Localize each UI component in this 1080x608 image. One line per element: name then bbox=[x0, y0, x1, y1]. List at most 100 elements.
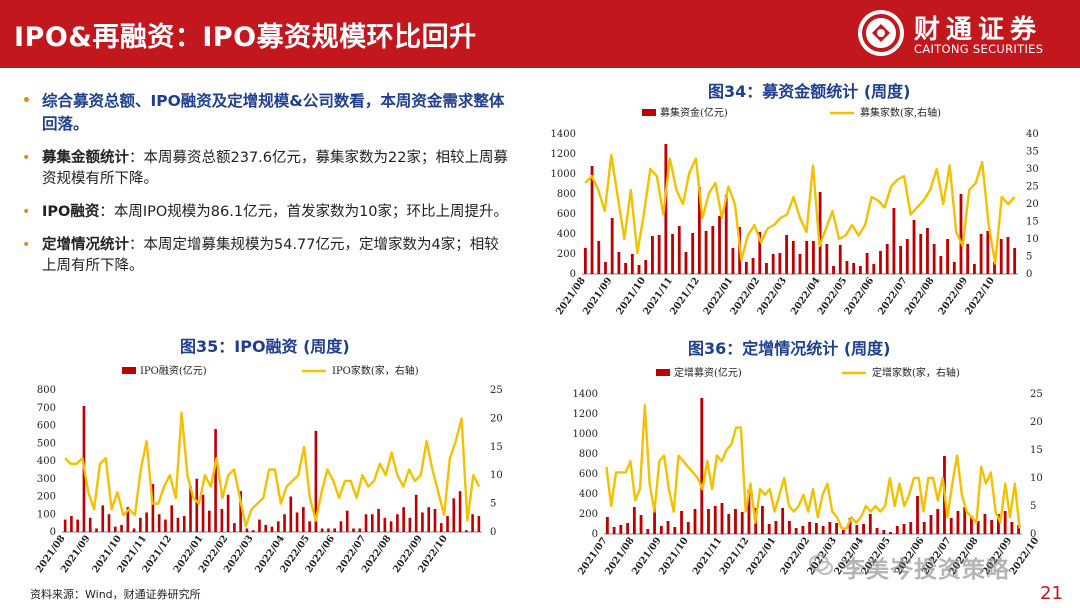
bar bbox=[835, 523, 839, 534]
chart36-private-placement: 定增募资(亿元) 定增家数(家，右轴)0200400600800100012001… bbox=[573, 366, 1043, 577]
bar bbox=[677, 226, 681, 274]
bar bbox=[872, 264, 876, 274]
bar bbox=[402, 507, 405, 532]
y-tick-label: 600 bbox=[579, 469, 598, 480]
bar bbox=[88, 517, 92, 532]
bar bbox=[314, 430, 318, 532]
bar bbox=[724, 195, 728, 274]
bar bbox=[986, 231, 990, 274]
bar bbox=[693, 509, 697, 534]
bar bbox=[744, 262, 748, 274]
bar bbox=[610, 218, 614, 274]
bar bbox=[389, 521, 393, 532]
bar bbox=[452, 498, 456, 532]
bar bbox=[220, 508, 224, 532]
bar bbox=[657, 235, 661, 274]
bullet-dot-icon: • bbox=[22, 93, 31, 109]
bar bbox=[182, 516, 186, 532]
bar bbox=[686, 522, 690, 534]
bar bbox=[308, 521, 311, 532]
bar bbox=[63, 519, 67, 532]
bar bbox=[639, 515, 643, 534]
y-tick-label: 1400 bbox=[551, 129, 576, 140]
bar bbox=[879, 251, 882, 274]
bar bbox=[95, 528, 98, 532]
bar bbox=[825, 244, 829, 274]
legend-bar-label: 定增募资(亿元) bbox=[674, 366, 742, 379]
bar bbox=[619, 525, 623, 534]
bar bbox=[959, 194, 963, 274]
bar bbox=[845, 261, 849, 274]
bar bbox=[176, 517, 180, 532]
bar bbox=[76, 519, 79, 532]
chart35-title: 图35：IPO融资 (周度) bbox=[180, 337, 350, 356]
y2-tick-label: 25 bbox=[1026, 182, 1039, 193]
chart34-fundraising: 募集资金(亿元) 募集家数(家,右轴)0200400600800100012001… bbox=[551, 106, 1039, 317]
y2-tick-label: 15 bbox=[1026, 217, 1039, 228]
y-tick-label: 1200 bbox=[551, 149, 576, 160]
bar bbox=[949, 518, 953, 534]
legend-bar-label: IPO融资(亿元) bbox=[140, 364, 207, 377]
bar bbox=[758, 232, 762, 274]
y-tick-label: 800 bbox=[557, 189, 576, 200]
bar bbox=[345, 510, 349, 532]
bar bbox=[1006, 237, 1010, 274]
y-tick-label: 1000 bbox=[573, 429, 598, 440]
bar bbox=[805, 241, 809, 274]
bar bbox=[70, 516, 73, 532]
bar bbox=[990, 520, 994, 534]
bar bbox=[624, 263, 628, 274]
y-tick-label: 500 bbox=[37, 438, 56, 449]
y-tick-label: 200 bbox=[37, 492, 56, 503]
bar bbox=[239, 491, 242, 532]
bar bbox=[761, 506, 764, 534]
legend-bar-swatch bbox=[642, 109, 656, 116]
y2-tick-label: 15 bbox=[490, 442, 503, 453]
bar bbox=[858, 266, 862, 274]
bar bbox=[970, 516, 973, 534]
bullet-fundraising: • 募集金额统计：本周募资总额237.6亿元，募集家数为22家；相较上周募资规模… bbox=[22, 148, 512, 190]
watermark-text: 李美岑投资策略 bbox=[842, 557, 1010, 583]
y2-tick-label: 0 bbox=[1030, 529, 1036, 540]
bar bbox=[333, 528, 337, 532]
bar bbox=[377, 508, 380, 532]
y2-tick-label: 0 bbox=[1026, 269, 1032, 280]
chart35-ipo: IPO融资(亿元) IPO家数(家，右轴)01002003004005006007… bbox=[34, 364, 503, 575]
bullet-dot-icon: • bbox=[22, 204, 31, 220]
bar bbox=[956, 511, 960, 534]
bar bbox=[855, 525, 859, 534]
bar bbox=[862, 524, 865, 534]
bar bbox=[427, 507, 431, 532]
bar bbox=[922, 522, 926, 534]
bar bbox=[916, 496, 919, 534]
page-title: IPO&再融资：IPO募资规模环比回升 bbox=[14, 22, 477, 53]
bar bbox=[781, 508, 785, 534]
bar bbox=[364, 514, 368, 532]
bar bbox=[170, 505, 174, 532]
bar bbox=[720, 503, 724, 534]
bar bbox=[932, 244, 936, 274]
bar bbox=[892, 208, 896, 274]
bar bbox=[926, 228, 929, 274]
y2-tick-label: 25 bbox=[1030, 389, 1043, 400]
bar bbox=[929, 515, 933, 534]
bar bbox=[909, 522, 913, 534]
y-tick-label: 400 bbox=[557, 229, 576, 240]
bar bbox=[963, 507, 967, 534]
bar bbox=[774, 521, 778, 534]
bar bbox=[421, 512, 424, 532]
bar bbox=[976, 521, 980, 534]
bar bbox=[794, 528, 798, 534]
y2-tick-label: 25 bbox=[490, 385, 503, 396]
legend-line-label: 募集家数(家,右轴) bbox=[860, 106, 941, 119]
y2-tick-label: 10 bbox=[1026, 234, 1039, 245]
bar bbox=[731, 248, 735, 274]
bullet-dot-icon: • bbox=[22, 150, 31, 166]
page-number: 21 bbox=[1040, 583, 1063, 604]
y2-tick-label: 0 bbox=[490, 527, 496, 538]
bullet-summary: • 综合募资总额、IPO融资及定增规模&公司数看，本周资金需求整体回落。 bbox=[22, 90, 512, 136]
y-tick-label: 0 bbox=[50, 527, 56, 538]
legend-line-label: IPO家数(家，右轴) bbox=[332, 364, 419, 377]
bullet-text: ：本周IPO规模为86.1亿元，首发家数为10家；环比上周提升。 bbox=[99, 204, 509, 220]
bar bbox=[414, 494, 418, 532]
